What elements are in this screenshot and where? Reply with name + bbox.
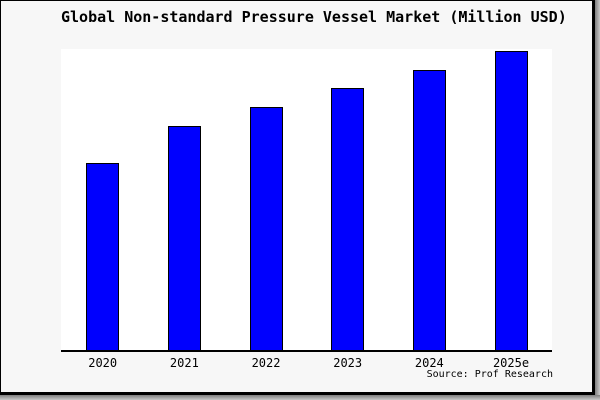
x-tick-label-2024: 2024	[414, 356, 444, 370]
bar-2022	[249, 107, 283, 350]
bar-2025e	[494, 51, 528, 350]
chart-panel: Global Non-standard Pressure Vessel Mark…	[0, 0, 595, 395]
x-tick-label-2023: 2023	[333, 356, 363, 370]
bar-2023	[331, 88, 365, 350]
plot-area	[61, 49, 552, 352]
bar-2021	[167, 126, 201, 350]
x-tick-label-2022: 2022	[251, 356, 281, 370]
panel-shadow-right	[595, 0, 600, 400]
bar-2020	[86, 163, 120, 350]
x-tick-label-2021: 2021	[169, 356, 199, 370]
panel-shadow-bottom	[0, 395, 600, 400]
x-tick-label-2025e: 2025e	[492, 356, 530, 370]
x-tick-label-2020: 2020	[88, 356, 118, 370]
chart-title: Global Non-standard Pressure Vessel Mark…	[61, 8, 567, 26]
bar-2024	[412, 70, 446, 350]
source-credit: Source: Prof Research	[426, 369, 553, 380]
